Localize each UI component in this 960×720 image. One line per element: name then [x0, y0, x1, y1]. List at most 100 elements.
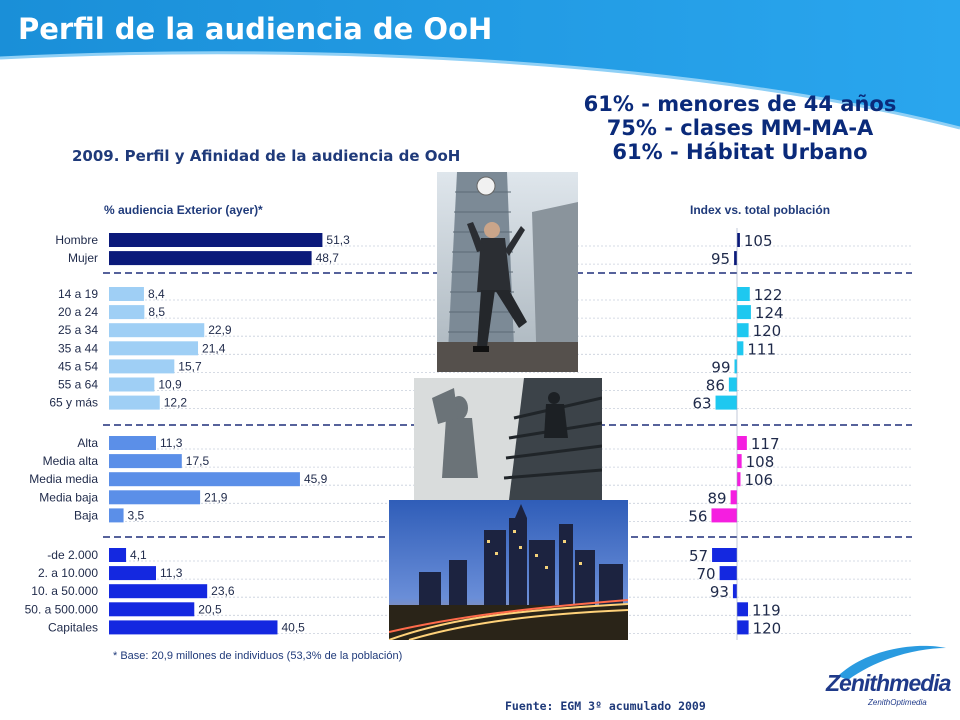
index-value-label: 99 — [711, 358, 730, 376]
index-value-label: 117 — [751, 435, 780, 453]
highlights-box: 61% - menores de 44 años 75% - clases MM… — [560, 92, 920, 164]
photo-businessman — [437, 172, 578, 372]
category-label: Capitales — [48, 620, 98, 634]
left-bar — [109, 377, 155, 392]
index-value-label: 106 — [744, 471, 773, 489]
index-bar — [737, 341, 744, 356]
category-label: Media media — [29, 472, 98, 486]
category-label: -de 2.000 — [47, 548, 98, 562]
chart-title: 2009. Perfil y Afinidad de la audiencia … — [72, 147, 461, 165]
index-bar — [734, 251, 737, 266]
category-label: Media alta — [43, 454, 99, 468]
left-value-label: 11,3 — [160, 436, 183, 450]
category-label: Baja — [74, 508, 98, 522]
left-bar — [109, 620, 278, 635]
index-bar — [737, 323, 749, 338]
category-label: 45 a 54 — [58, 359, 98, 373]
left-value-label: 22,9 — [208, 323, 232, 337]
index-bar — [732, 584, 737, 599]
left-bar — [109, 584, 208, 599]
index-value-label: 56 — [688, 507, 707, 525]
category-label: Alta — [77, 436, 98, 450]
index-value-label: 57 — [689, 547, 708, 565]
left-bar — [109, 395, 160, 410]
left-value-label: 23,6 — [211, 584, 235, 598]
index-bar — [737, 287, 750, 301]
left-value-label: 11,3 — [160, 566, 183, 580]
left-value-label: 8,4 — [148, 287, 165, 301]
index-bar — [734, 359, 737, 374]
index-bar — [737, 305, 751, 320]
left-bar — [109, 548, 127, 562]
left-value-label: 45,9 — [304, 472, 328, 486]
index-value-label: 93 — [710, 583, 729, 601]
left-bar — [109, 287, 144, 301]
left-bar — [109, 341, 199, 356]
category-label: 35 a 44 — [58, 341, 98, 355]
index-value-label: 120 — [753, 619, 782, 637]
left-value-label: 15,7 — [178, 359, 202, 373]
category-label: 10. a 50.000 — [31, 584, 98, 598]
category-label: 25 a 34 — [58, 323, 98, 337]
left-value-label: 51,3 — [326, 233, 350, 247]
left-value-label: 12,2 — [164, 396, 188, 410]
left-bar — [109, 490, 201, 505]
category-label: 50. a 500.000 — [25, 602, 99, 616]
source-note: Fuente: EGM 3º acumulado 2009 — [505, 699, 706, 713]
index-bar — [737, 233, 740, 247]
logo-sub: ZenithOptimedia — [868, 698, 927, 707]
index-bar — [711, 508, 737, 523]
left-bar — [109, 436, 157, 450]
index-bar — [715, 395, 737, 410]
index-value-label: 95 — [711, 250, 730, 268]
left-bar — [109, 251, 312, 266]
category-label: 55 a 64 — [58, 378, 98, 392]
category-label: 14 a 19 — [58, 287, 98, 301]
index-bar — [737, 472, 741, 487]
index-value-label: 124 — [755, 304, 784, 322]
left-bar — [109, 323, 205, 338]
left-value-label: 8,5 — [148, 305, 165, 319]
left-bar — [109, 359, 175, 374]
footnote: * Base: 20,9 millones de individuos (53,… — [113, 650, 403, 662]
header-banner — [0, 0, 960, 130]
index-bar — [737, 602, 749, 617]
index-value-label: 63 — [692, 395, 711, 413]
index-value-label: 111 — [747, 340, 776, 358]
highlight-habitat: 61% - Hábitat Urbano — [612, 140, 868, 164]
index-value-label: 89 — [708, 489, 727, 507]
left-axis-header: % audiencia Exterior (ayer)* — [104, 203, 263, 217]
index-value-label: 122 — [754, 286, 783, 304]
category-label: 2. a 10.000 — [38, 566, 98, 580]
index-bar — [728, 377, 737, 392]
right-axis-header: Index vs. total población — [690, 203, 831, 217]
index-bar — [719, 566, 737, 581]
index-value-label: 70 — [697, 565, 716, 583]
left-bar — [109, 472, 300, 487]
index-value-label: 120 — [753, 322, 782, 340]
left-value-label: 20,5 — [198, 602, 222, 616]
index-bar — [737, 620, 749, 635]
left-value-label: 4,1 — [130, 548, 147, 562]
category-label: Mujer — [68, 251, 98, 265]
index-value-label: 119 — [752, 601, 781, 619]
left-bar — [109, 233, 323, 247]
index-bar — [737, 436, 747, 450]
left-bar — [109, 602, 195, 617]
left-value-label: 21,9 — [204, 490, 228, 504]
highlight-class: 75% - clases MM-MA-A — [606, 116, 874, 140]
left-value-label: 21,4 — [202, 341, 226, 355]
index-bar — [737, 454, 742, 469]
logo-name: Zenithmedia — [826, 670, 951, 696]
left-bar — [109, 566, 157, 581]
category-label: 20 a 24 — [58, 305, 98, 319]
left-bar — [109, 305, 145, 320]
category-label: Media baja — [39, 490, 98, 504]
left-value-label: 10,9 — [158, 378, 182, 392]
category-label: Hombre — [55, 233, 98, 247]
index-value-label: 105 — [744, 232, 773, 250]
left-value-label: 3,5 — [128, 508, 145, 522]
left-value-label: 40,5 — [281, 620, 305, 634]
index-bar — [712, 548, 737, 562]
